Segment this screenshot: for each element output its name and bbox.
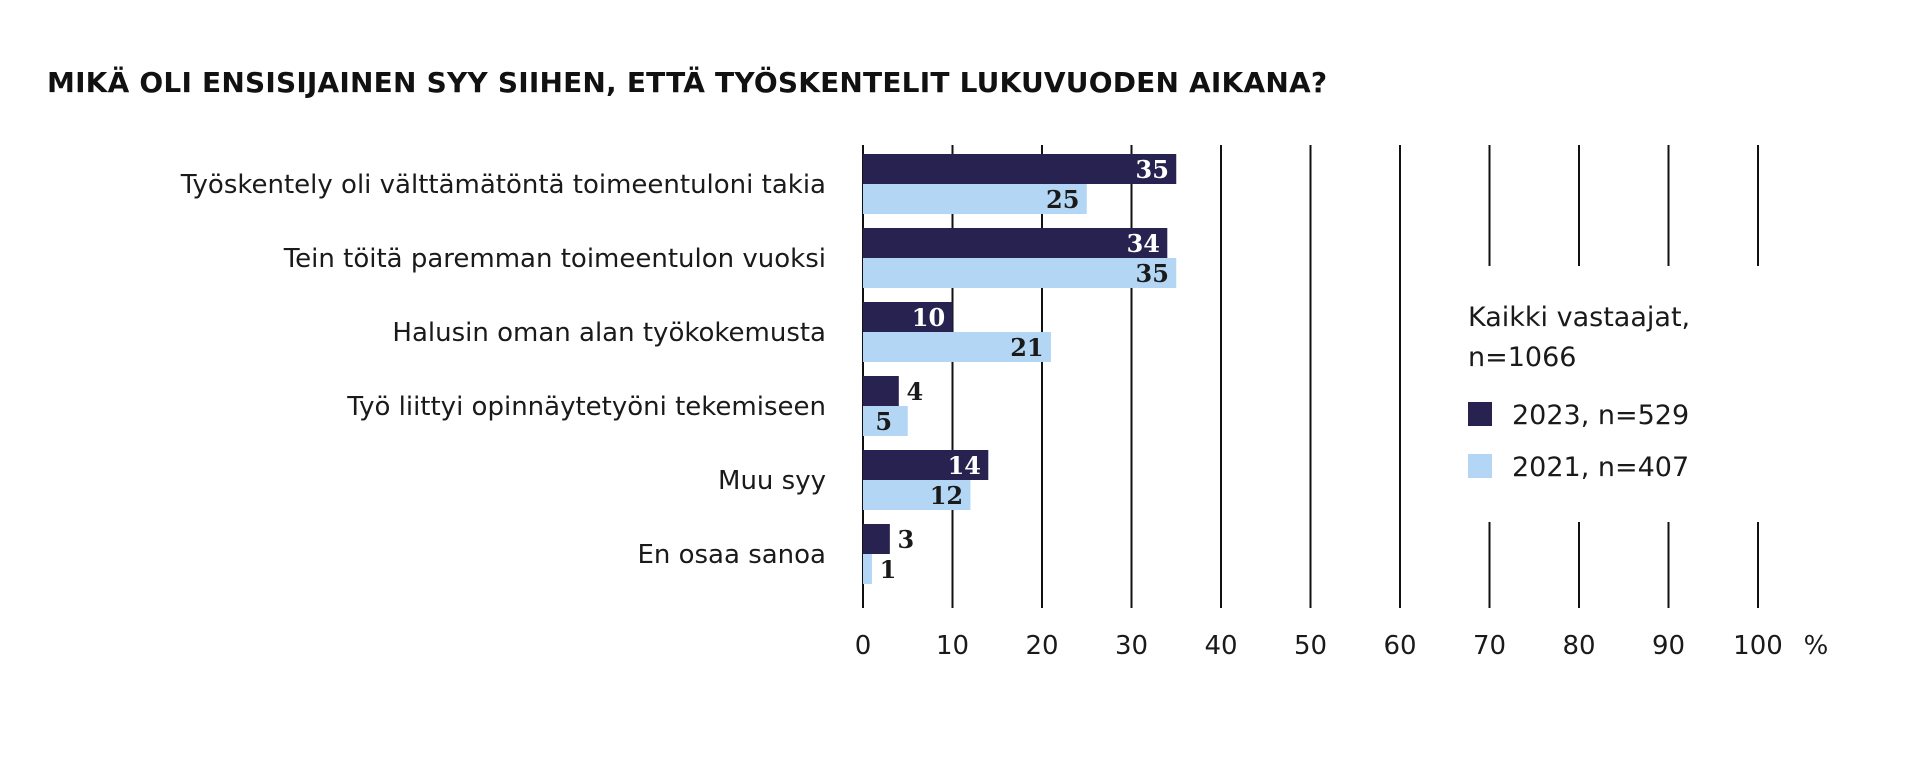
legend-swatch [1468, 402, 1492, 426]
legend-title: n=1066 [1468, 342, 1576, 373]
chart-title: MIKÄ OLI ENSISIJAINEN SYY SIIHEN, ETTÄ T… [47, 66, 1328, 99]
bar [863, 154, 1177, 184]
category-label: Työskentely oli välttämätöntä toimeentul… [180, 170, 826, 200]
tick-label: 30 [1115, 631, 1148, 661]
data-label: 14 [948, 451, 981, 480]
bar [863, 524, 890, 554]
bar [863, 302, 953, 332]
bar [863, 376, 899, 406]
data-label: 1 [880, 555, 897, 584]
data-label: 5 [875, 407, 892, 436]
legend-title: Kaikki vastaajat, [1468, 302, 1690, 333]
tick-label: 80 [1562, 631, 1595, 661]
bar [863, 228, 1168, 258]
data-label: 10 [912, 303, 945, 332]
legend-swatch [1468, 454, 1492, 478]
x-axis-ticks: 0 10 20 30 40 50 60 70 80 90 100% [855, 631, 1829, 661]
grid-lines [862, 145, 1759, 608]
category-labels: Työskentely oli välttämätöntä toimeentul… [180, 170, 826, 570]
tick-label: 60 [1383, 631, 1416, 661]
data-label: 3 [897, 525, 914, 554]
bar [863, 450, 989, 480]
tick-label: 10 [936, 631, 969, 661]
data-label: 4 [906, 377, 923, 406]
tick-label: 20 [1025, 631, 1058, 661]
tick-label: 90 [1652, 631, 1685, 661]
bar [863, 480, 971, 510]
category-label: Halusin oman alan työkokemusta [392, 318, 826, 348]
bar [863, 184, 1087, 214]
bar [863, 332, 1051, 362]
axis-unit: % [1804, 631, 1829, 661]
data-label: 35 [1136, 155, 1169, 184]
tick-label: 50 [1294, 631, 1327, 661]
data-label: 21 [1010, 333, 1043, 362]
tick-label: 0 [855, 631, 872, 661]
category-label: En osaa sanoa [637, 540, 826, 570]
bar [863, 258, 1177, 288]
tick-label: 40 [1204, 631, 1237, 661]
tick-label: 70 [1473, 631, 1506, 661]
legend-entry: 2021, n=407 [1512, 452, 1689, 483]
bar [863, 406, 908, 436]
data-label: 35 [1136, 259, 1169, 288]
data-label: 25 [1046, 185, 1079, 214]
data-label: 12 [930, 481, 963, 510]
tick-label: 100 [1733, 631, 1783, 661]
data-label: 34 [1127, 229, 1160, 258]
category-label: Muu syy [718, 466, 826, 496]
category-label: Tein töitä paremman toimeentulon vuoksi [283, 244, 826, 274]
bar [863, 554, 872, 584]
legend: Kaikki vastaajat, n=1066 2023, n=529 2021, … [1468, 302, 1690, 483]
category-label: Työ liittyi opinnäytetyöni tekemiseen [346, 392, 826, 422]
legend-entry: 2023, n=529 [1512, 400, 1689, 431]
